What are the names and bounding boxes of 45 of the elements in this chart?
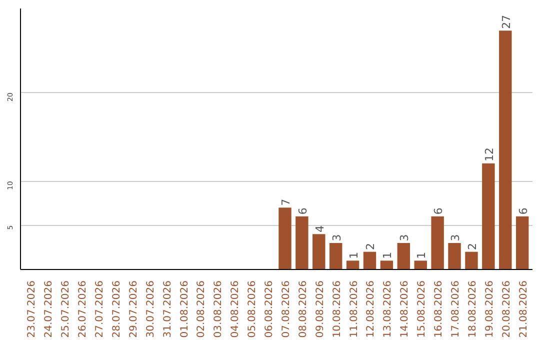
data-label: 3 [449, 234, 462, 242]
data-label: 4 [313, 225, 326, 232]
x-tick-label: 17.08.2026 [450, 280, 462, 338]
x-tick-label: 24.07.2026 [44, 280, 55, 338]
x-tick-label: 19.08.2026 [484, 280, 496, 338]
data-label: 3 [330, 234, 344, 242]
x-tick-label: 11.08.2026 [348, 280, 360, 338]
x-tick-label: 03.08.2026 [213, 280, 224, 338]
data-label: 12 [482, 148, 496, 162]
x-tick-label: 04.08.2026 [230, 280, 242, 338]
x-tick-label: 28.07.2026 [111, 280, 122, 338]
data-label: 1 [347, 252, 360, 259]
x-tick-label: 02.08.2026 [196, 280, 208, 338]
data-label: 6 [432, 208, 446, 215]
x-tick-label: 14.08.2026 [400, 280, 411, 338]
x-tick-label: 06.08.2026 [264, 280, 276, 338]
x-tick-label: 30.07.2026 [145, 280, 156, 338]
x-tick-label: 18.08.2026 [467, 280, 478, 338]
x-tick-label: 05.08.2026 [247, 280, 258, 338]
x-tick-label: 01.08.2026 [179, 280, 190, 338]
x-tick-label: 07.08.2026 [280, 280, 292, 338]
x-tick-label: 31.07.2026 [162, 280, 174, 338]
x-tick-label: 16.08.2026 [434, 280, 445, 338]
x-tick-label: 29.07.2026 [128, 280, 140, 338]
data-label: 3 [398, 234, 412, 242]
data-label: 27 [500, 14, 513, 29]
data-label: 2 [466, 243, 479, 250]
data-label: 1 [415, 252, 428, 259]
x-tick-label: 25.07.2026 [60, 280, 72, 338]
x-tick-label: 08.08.2026 [298, 280, 309, 338]
data-label: 1 [381, 252, 394, 259]
data-label: 2 [364, 243, 378, 250]
x-tick-label: 15.08.2026 [416, 280, 428, 338]
data-label: 6 [296, 208, 310, 215]
x-tick-label: 13.08.2026 [382, 280, 394, 338]
x-tick-label: 21.08.2026 [518, 280, 530, 338]
x-tick-label: 27.07.2026 [94, 280, 106, 338]
x-tick-label: 09.08.2026 [314, 280, 326, 338]
data-label: 6 [516, 208, 530, 215]
x-tick-label: 10.08.2026 [332, 280, 343, 338]
data-label: 7 [279, 198, 292, 206]
x-tick-label: 26.07.2026 [78, 280, 89, 338]
x-tick-label: 20.08.2026 [501, 280, 512, 338]
x-tick-label: 12.08.2026 [366, 280, 377, 338]
x-tick-label: 23.07.2026 [26, 280, 38, 338]
